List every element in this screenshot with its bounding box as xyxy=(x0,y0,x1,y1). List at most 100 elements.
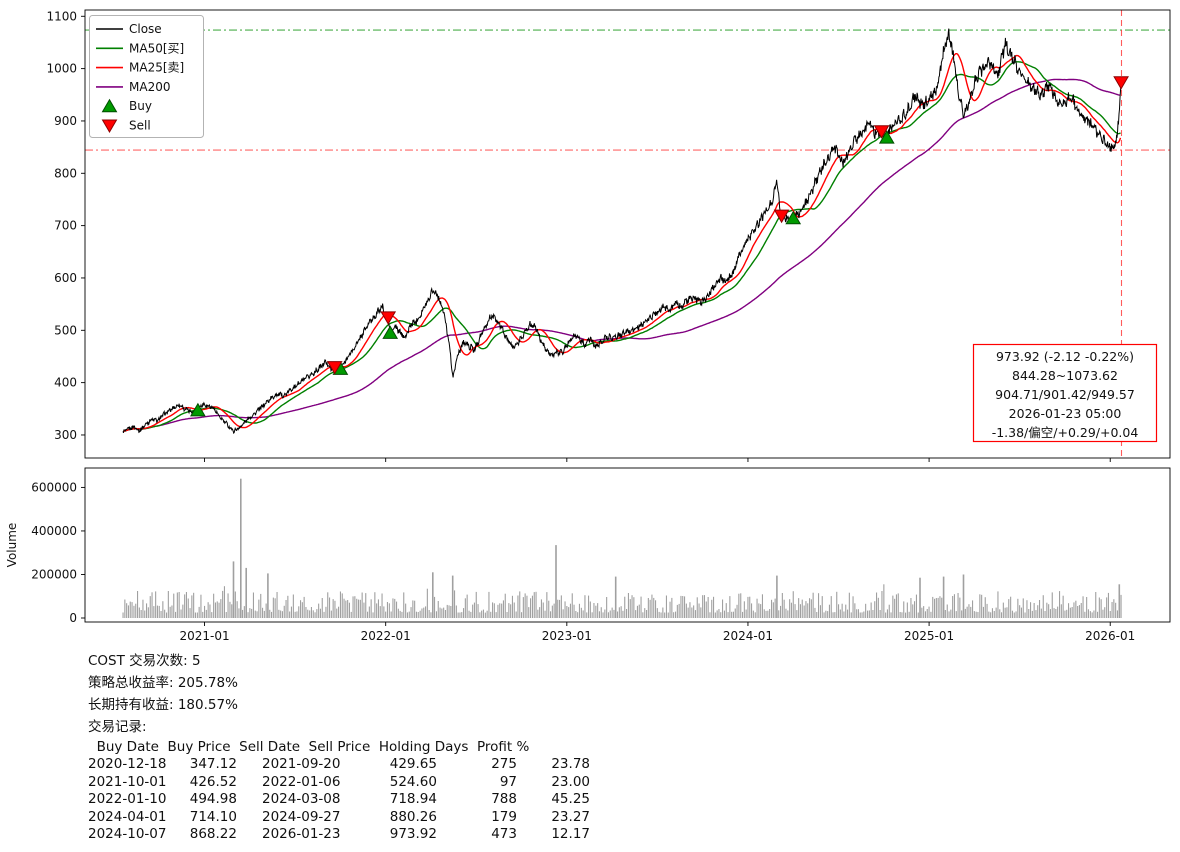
volume-spike-bar xyxy=(942,576,945,618)
trade-row: 2024-10-07 868.22 2026-01-23 973.92 473 12.17 xyxy=(88,826,590,844)
buy-marker xyxy=(190,402,206,417)
trade-cell: 179 xyxy=(491,808,517,825)
volume-spike-bar xyxy=(240,478,242,618)
strategy-report: COST 交易次数: 5 策略总收益率: 205.78% 长期持有收益: 180… xyxy=(88,650,590,844)
trade-cell: 347.12 xyxy=(189,756,237,772)
report-hold-return: 长期持有收益: 180.57% xyxy=(88,697,238,713)
volume-axes xyxy=(84,467,1171,623)
volume-axis-label: Volume xyxy=(5,523,19,568)
annotation-line: 2026-01-23 05:00 xyxy=(1009,406,1122,421)
trade-cell: 12.17 xyxy=(551,826,590,842)
volume-spike-bar xyxy=(962,574,965,618)
price-tick-label: 600 xyxy=(54,271,77,285)
trade-cell: 788 xyxy=(491,791,517,807)
legend-label: Buy xyxy=(129,99,152,113)
trades-header: Buy Date Buy Price Sell Date Sell Price … xyxy=(88,739,530,755)
report-strategy-return: 策略总收益率: 205.78% xyxy=(88,675,238,691)
trade-cell: 23.78 xyxy=(551,756,590,772)
volume-tick-label: 600000 xyxy=(31,480,77,494)
trade-cell: 880.26 xyxy=(389,808,437,825)
trade-cell: 2021-09-20 xyxy=(262,756,341,772)
ma-line xyxy=(123,78,1121,432)
buy-marker xyxy=(878,130,895,144)
x-tick-label: 2021-01 xyxy=(179,629,229,643)
ma-line xyxy=(123,61,1121,432)
price-tick-label: 900 xyxy=(54,114,77,128)
price-tick-label: 500 xyxy=(54,323,77,337)
annotation-line: -1.38/偏空/+0.29/+0.04 xyxy=(992,425,1139,440)
volume-spike-bar xyxy=(432,572,434,618)
trade-cell: 429.65 xyxy=(389,756,437,772)
trade-cell: 2022-01-06 xyxy=(262,773,341,790)
annotation-box: 973.92 (-2.12 -0.22%) 844.28~1073.62 904.7… xyxy=(972,343,1158,443)
trade-cell: 868.22 xyxy=(189,826,237,842)
trade-cell: 2020-12-18 xyxy=(88,756,167,772)
trade-cell: 494.98 xyxy=(189,791,237,807)
trade-cell: 2022-01-10 xyxy=(88,791,167,807)
report-trade-count: COST 交易次数: 5 xyxy=(88,653,201,669)
x-tick-label: 2026-01 xyxy=(1085,629,1135,643)
ma-line xyxy=(123,53,1122,432)
trade-cell: 524.60 xyxy=(389,773,437,790)
volume-spike-bar xyxy=(245,567,247,618)
legend-label: MA25[卖] xyxy=(129,61,184,75)
volume-tick-label: 0 xyxy=(69,611,77,625)
x-tick-label: 2024-01 xyxy=(723,629,773,643)
trade-cell: 23.27 xyxy=(551,808,590,825)
price-tick-label: 400 xyxy=(54,376,77,390)
volume-spike-bar xyxy=(919,577,921,618)
volume-spike-bar xyxy=(451,575,454,618)
volume-tick-label: 200000 xyxy=(31,567,77,581)
trade-cell: 718.94 xyxy=(389,791,437,807)
volume-spike-bar xyxy=(614,576,617,618)
trade-cell: 45.25 xyxy=(551,791,590,807)
close-line xyxy=(122,28,1122,435)
price-tick-label: 700 xyxy=(54,219,77,233)
legend-buy-icon xyxy=(101,98,118,113)
sell-marker xyxy=(873,125,890,139)
volume-spike-bar xyxy=(267,573,269,618)
trade-cell: 275 xyxy=(491,756,517,772)
legend-label: MA200 xyxy=(129,80,170,94)
buy-marker xyxy=(382,325,399,339)
legend: Close MA50[买] MA25[卖] MA200 Buy Sell xyxy=(89,15,204,138)
sell-marker xyxy=(326,361,343,375)
trade-cell: 2024-04-01 xyxy=(88,808,167,825)
annotation-line: 844.28~1073.62 xyxy=(1012,368,1118,383)
volume-spike-bar xyxy=(555,545,557,618)
trade-cell: 2024-09-27 xyxy=(262,808,341,825)
price-tick-label: 800 xyxy=(54,166,77,180)
sell-marker xyxy=(1113,76,1129,90)
trade-cell: 2021-10-01 xyxy=(88,773,167,790)
trade-row: 2024-04-01 714.10 2024-09-27 880.26 179 23.27 xyxy=(88,809,590,827)
sell-marker xyxy=(380,311,397,325)
trade-row: 2020-12-18 347.12 2021-09-20 429.65 275 23.78 xyxy=(88,756,590,774)
x-tick-label: 2023-01 xyxy=(542,629,592,643)
legend-sell-icon xyxy=(101,119,118,133)
trade-cell: 23.00 xyxy=(551,773,590,790)
volume-spike-bar xyxy=(776,575,778,618)
volume-bars xyxy=(122,478,1122,618)
x-tick-label: 2022-01 xyxy=(361,629,411,643)
volume-spike-bar xyxy=(1118,584,1121,618)
legend-label: Sell xyxy=(129,119,151,133)
trades-table: Buy Date Buy Price Sell Date Sell Price … xyxy=(88,738,590,844)
annotation-line: 973.92 (-2.12 -0.22%) xyxy=(996,349,1134,364)
buy-marker xyxy=(785,210,802,225)
report-trades-title: 交易记录: xyxy=(88,719,147,735)
trade-cell: 2024-03-08 xyxy=(262,791,341,807)
trade-cell: 2026-01-23 xyxy=(262,826,341,842)
volume-tick-label: 400000 xyxy=(31,524,77,538)
price-volume-chart: 0 200000 400000 600000 2021-01 2022-01 2023-01… xyxy=(5,9,1171,643)
annotation-line: 904.71/901.42/949.57 xyxy=(995,387,1135,402)
volume-spike-bar xyxy=(232,561,235,618)
sell-marker xyxy=(773,209,790,224)
trade-cell: 97 xyxy=(499,773,517,790)
x-tick-label: 2025-01 xyxy=(904,629,954,643)
legend-label: Close xyxy=(129,22,162,36)
trade-cell: 714.10 xyxy=(189,808,237,825)
trade-row: 2022-01-10 494.98 2024-03-08 718.94 788 45.25 xyxy=(88,791,590,809)
trade-cell: 2024-10-07 xyxy=(88,826,167,842)
price-axes xyxy=(84,9,1171,459)
